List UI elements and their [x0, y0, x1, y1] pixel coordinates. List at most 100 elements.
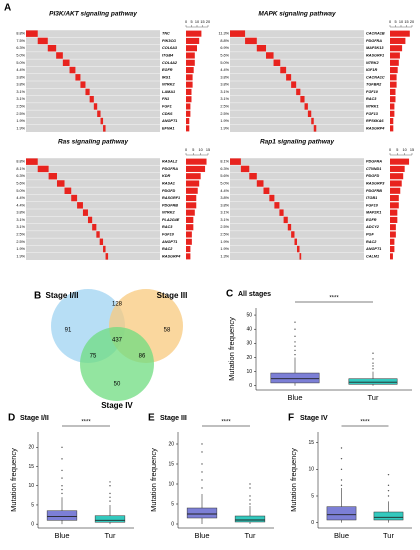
gene-label: CDK6: [162, 112, 173, 116]
percent-label: 8.8%: [16, 32, 25, 36]
y-tick-label: 0: [31, 521, 34, 527]
top-bar-strip: [26, 20, 160, 28]
outlier: [249, 495, 251, 497]
y-tick-label: 50: [246, 312, 252, 318]
mutation-cells: [311, 117, 314, 125]
percent-label: 5.0%: [16, 61, 25, 65]
mutation-cells: [245, 37, 257, 45]
mutation-cells: [85, 88, 90, 96]
count-bar: [390, 59, 399, 66]
mutation-cells: [256, 180, 264, 187]
mutation-cells: [307, 110, 312, 118]
percent-label: 2.5%: [16, 105, 25, 109]
region-count: 75: [90, 354, 97, 360]
gene-label: ITGB4: [162, 54, 174, 58]
percent-label: 3.8%: [16, 75, 25, 79]
percent-label: 8.1%: [220, 160, 229, 164]
mutation-cells: [26, 158, 38, 165]
panel-title: Stage IV: [300, 415, 328, 422]
mutation-cells: [80, 81, 86, 88]
gene-label: PDGFRA: [366, 39, 382, 43]
mutation-cells: [71, 194, 78, 202]
gene-label: EGFR: [162, 68, 173, 72]
gene-label: KDR: [162, 174, 170, 178]
outlier: [201, 487, 203, 489]
count-bar: [390, 209, 398, 216]
gene-label: NTRK1: [366, 105, 379, 109]
percent-label: 3.1%: [220, 218, 229, 222]
percent-label: 7.5%: [16, 39, 25, 43]
percent-label: 5.6%: [16, 182, 25, 186]
gene-label: RASGRF1: [162, 196, 180, 200]
significance-label: ****: [329, 296, 339, 302]
gene-label: RPS6KA6: [366, 119, 384, 123]
outlier: [201, 463, 203, 465]
percent-label: 3.8%: [220, 203, 229, 207]
top-bar-strip: [230, 20, 364, 28]
panel-title: Stage I/II: [20, 415, 49, 422]
percent-label: 3.1%: [16, 218, 25, 222]
x-tick-label: 0: [389, 20, 391, 24]
gene-label: FGF10: [366, 203, 379, 207]
mutation-cells: [256, 44, 267, 52]
mutation-cells: [274, 202, 280, 209]
x-tick-label: 20: [410, 20, 414, 24]
x-tick-label: 10: [403, 148, 407, 152]
gene-label: PDGFRA: [366, 160, 382, 164]
outlier: [372, 358, 374, 360]
x-tick-label: 15: [404, 20, 408, 24]
outlier: [372, 362, 374, 364]
percent-label: 4.4%: [16, 68, 25, 72]
count-bar: [186, 216, 194, 223]
percent-label: 2.5%: [220, 112, 229, 116]
percent-label: 1.9%: [220, 119, 229, 123]
mutation-cells: [230, 30, 246, 37]
count-bar: [390, 224, 396, 231]
count-bar: [390, 110, 395, 117]
outlier: [294, 328, 296, 330]
mutation-cells: [273, 59, 281, 67]
count-bar: [390, 231, 396, 238]
percent-label: 8.1%: [16, 167, 25, 171]
percent-label: 4.4%: [16, 203, 25, 207]
y-tick-label: 10: [246, 369, 252, 375]
significance-label: ****: [81, 420, 91, 426]
panel-label: F: [288, 413, 294, 424]
count-bar: [186, 202, 197, 209]
count-bar: [186, 110, 191, 117]
outlier: [387, 473, 390, 476]
mutation-cells: [263, 187, 270, 195]
percent-label: 3.8%: [16, 211, 25, 215]
outlier: [387, 484, 390, 487]
mutation-cells: [56, 180, 65, 187]
gene-label: PDGFD: [366, 174, 380, 178]
oncoplot-title: PI3K/AKT signaling pathway: [49, 11, 137, 18]
gene-label: RAC3: [366, 97, 377, 101]
mutation-cells: [230, 158, 241, 165]
count-bar: [186, 74, 193, 81]
count-bar: [186, 45, 197, 52]
outlier: [294, 321, 296, 323]
percent-label: 8.8%: [16, 160, 25, 164]
outlier: [61, 458, 63, 460]
count-bar: [390, 202, 399, 209]
mutation-cells: [100, 117, 104, 125]
count-bar: [390, 45, 403, 52]
gene-label: PDGFRA: [162, 167, 178, 171]
box: [46, 510, 78, 521]
outlier: [109, 492, 111, 495]
box: [270, 372, 320, 384]
outlier: [61, 492, 63, 495]
box: [348, 378, 398, 385]
panel-title: All stages: [238, 291, 271, 298]
gene-label: ANGPT1: [161, 240, 177, 244]
outlier: [387, 489, 390, 492]
gene-label: PDGFRB: [366, 189, 382, 193]
percent-label: 3.1%: [16, 90, 25, 94]
mutation-cells: [69, 66, 76, 74]
mutation-cells: [87, 216, 93, 224]
mutation-cells: [299, 253, 302, 260]
mutation-cells: [297, 245, 300, 253]
count-bar: [186, 52, 195, 59]
